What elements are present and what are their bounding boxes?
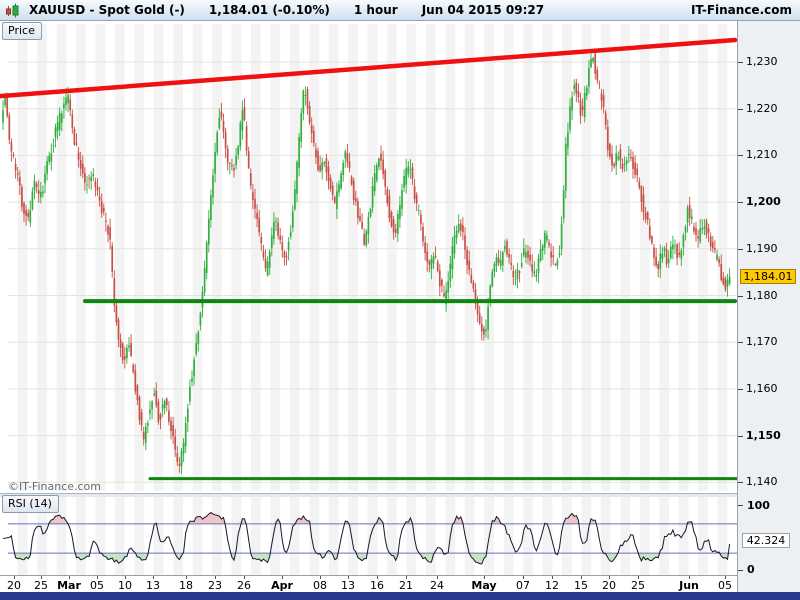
time-axis-label: 16 (370, 579, 384, 592)
candlestick-icon (6, 3, 19, 17)
price-panel-tab[interactable]: Price (2, 22, 42, 40)
time-axis-label: 23 (208, 579, 222, 592)
price-axis-label: 1,140 (746, 475, 778, 489)
time-axis-label: Apr (271, 579, 293, 592)
time-axis-tick (484, 576, 485, 579)
watermark-text: ©IT-Finance.com (8, 480, 101, 493)
time-axis-label: 24 (430, 579, 444, 592)
time-axis-tick (348, 576, 349, 579)
price-axis-label: 1,210 (746, 148, 778, 162)
time-axis[interactable]: 20 25 Mar 05 10 13 18 23 26 Apr 08 13 16 21 24 May 07 12 1… (0, 575, 737, 592)
rsi-chart-area[interactable] (0, 497, 737, 575)
rsi-current-value-label: 42.324 (742, 533, 790, 548)
price-axis-tick (738, 435, 743, 437)
rsi-panel-tab[interactable]: RSI (14) (2, 495, 59, 513)
time-axis-label: 15 (574, 579, 588, 592)
time-axis-tick (689, 576, 690, 579)
top-info-bar: XAUUSD - Spot Gold (-) 1,184.01 (-0.10%)… (0, 0, 800, 21)
time-axis-tick (153, 576, 154, 579)
price-axis-tick (738, 202, 743, 204)
time-axis-tick (552, 576, 553, 579)
price-axis-label: 1,200 (746, 195, 781, 209)
time-axis-label: 05 (718, 579, 732, 592)
last-price-axis-label: 1,184.01 (740, 269, 796, 284)
price-axis-label: 1,220 (746, 101, 778, 115)
rsi-line (2, 511, 731, 565)
time-axis-tick (186, 576, 187, 579)
price-axis-label: 1,180 (746, 288, 778, 302)
time-axis-label: 20 (7, 579, 21, 592)
time-axis-label: 25 (34, 579, 48, 592)
time-axis-tick (282, 576, 283, 579)
candles (2, 51, 731, 475)
window-bottom-bar (0, 592, 800, 600)
rsi-axis-0: 0 (747, 563, 755, 576)
time-axis-tick (437, 576, 438, 579)
price-axis-label: 1,190 (746, 241, 778, 255)
time-axis-tick (97, 576, 98, 579)
rsi-axis-100: 100 (747, 499, 770, 512)
price-axis-label: 1,170 (746, 335, 778, 349)
price-axis[interactable]: 1,184.01 100 0 42.324 1,230 1,220 1,210 1,2… (737, 21, 800, 592)
time-axis-tick (638, 576, 639, 579)
rsi-axis-tick (738, 570, 743, 571)
time-axis-label: 10 (118, 579, 132, 592)
price-axis-tick (738, 482, 743, 484)
time-axis-tick (377, 576, 378, 579)
price-axis-label: 1,150 (746, 428, 781, 442)
time-axis-tick (320, 576, 321, 579)
time-axis-label: 05 (90, 579, 104, 592)
time-axis-label: 07 (516, 579, 530, 592)
time-axis-label: 25 (631, 579, 645, 592)
time-axis-label: 08 (313, 579, 327, 592)
time-axis-label: 18 (179, 579, 193, 592)
timeframe-label: 1 hour (353, 3, 398, 17)
panel-splitter[interactable] (0, 493, 737, 497)
instrument-title: XAUUSD - Spot Gold (-) (29, 3, 185, 17)
time-axis-tick (581, 576, 582, 579)
time-axis-label: 20 (602, 579, 616, 592)
time-axis-tick (609, 576, 610, 579)
time-axis-label: 12 (545, 579, 559, 592)
brand-label: IT-Finance.com (690, 3, 792, 17)
time-axis-label: 21 (399, 579, 413, 592)
time-axis-label: 13 (341, 579, 355, 592)
time-axis-tick (725, 576, 726, 579)
time-axis-label: 26 (237, 579, 251, 592)
time-axis-tick (14, 576, 15, 579)
time-axis-tick (125, 576, 126, 579)
time-axis-label: Jun (679, 579, 699, 592)
day-stripes (17, 24, 728, 491)
time-axis-tick (215, 576, 216, 579)
time-axis-tick (244, 576, 245, 579)
price-axis-tick (738, 108, 743, 110)
time-axis-label: May (471, 579, 497, 592)
time-axis-tick (406, 576, 407, 579)
price-axis-tick (738, 248, 743, 250)
time-axis-label: Mar (57, 579, 81, 592)
time-axis-label: 13 (146, 579, 160, 592)
price-axis-tick (738, 388, 743, 390)
price-chart-area[interactable] (0, 21, 737, 493)
resistance-trendline (0, 37, 737, 99)
price-axis-tick (738, 62, 743, 63)
datetime-label: Jun 04 2015 09:27 (421, 3, 545, 17)
price-axis-tick (738, 295, 743, 297)
price-axis-label: 1,230 (746, 55, 778, 68)
time-axis-tick (41, 576, 42, 579)
day-stripes (17, 497, 728, 575)
time-axis-tick (69, 576, 70, 579)
time-axis-tick (523, 576, 524, 579)
price-axis-tick (738, 155, 743, 157)
price-axis-tick (738, 342, 743, 344)
price-axis-label: 1,160 (746, 381, 778, 395)
last-price-and-change: 1,184.01 (-0.10%) (208, 3, 330, 17)
rsi-axis-tick (738, 505, 743, 506)
